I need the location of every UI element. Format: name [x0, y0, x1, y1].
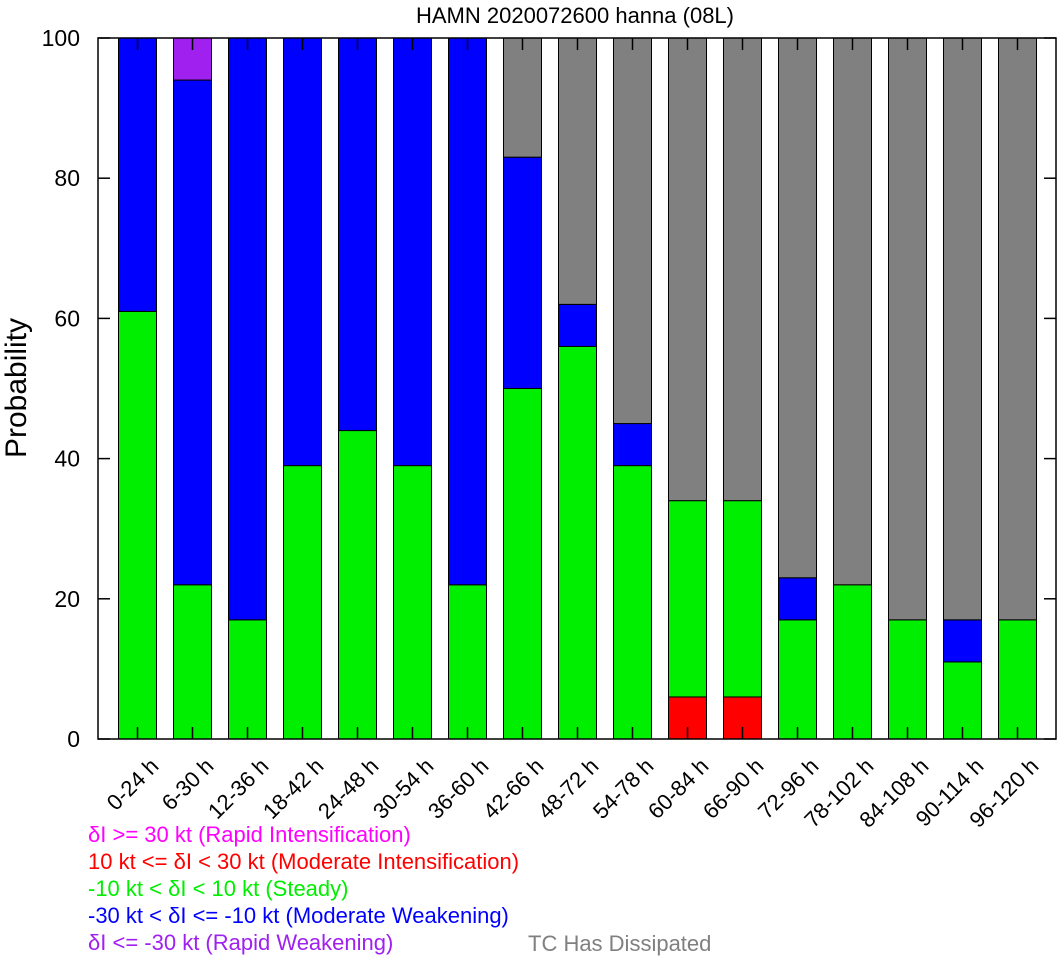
- bar-dissipated-8: [558, 37, 597, 305]
- x-tick-label-11: 66-90 h: [698, 753, 768, 823]
- bar-moderate_weakening-8: [558, 303, 597, 347]
- legend: δI >= 30 kt (Rapid Intensification) 10 k…: [88, 821, 519, 956]
- x-tick-label-8: 48-72 h: [533, 753, 603, 823]
- bars-layer: [118, 37, 1037, 740]
- bar-steady-5: [393, 465, 432, 740]
- bar-moderate_weakening-2: [228, 37, 267, 621]
- bar-steady-3: [283, 465, 322, 740]
- y-tick-label-2: 40: [54, 446, 80, 472]
- x-tick-label-7: 42-66 h: [478, 753, 548, 823]
- bar-dissipated-12: [778, 37, 817, 579]
- x-tick-label-2: 12-36 h: [203, 753, 273, 823]
- legend-item-moderate-intensification: 10 kt <= δI < 30 kt (Moderate Intensific…: [88, 849, 520, 874]
- y-tick-label-1: 20: [54, 586, 80, 612]
- bar-steady-15: [943, 661, 982, 740]
- bar-dissipated-14: [888, 37, 927, 621]
- bar-moderate_weakening-6: [448, 37, 487, 586]
- bar-moderate_weakening-0: [118, 37, 157, 312]
- bar-dissipated-16: [998, 37, 1037, 621]
- y-axis-label: Probability: [0, 318, 33, 458]
- legend-item-moderate-weakening: -30 kt < δI <= -10 kt (Moderate Weakenin…: [88, 903, 509, 928]
- legend-item-rapid-intensification: δI >= 30 kt (Rapid Intensification): [88, 822, 411, 847]
- bar-dissipated-11: [723, 37, 762, 502]
- bar-steady-6: [448, 584, 487, 740]
- x-tick-label-6: 36-60 h: [423, 753, 493, 823]
- x-tick-label-9: 54-78 h: [588, 753, 658, 823]
- bar-steady-9: [613, 465, 652, 740]
- bar-dissipated-13: [833, 37, 872, 586]
- bar-moderate_weakening-1: [173, 79, 212, 586]
- bar-moderate_weakening-15: [943, 619, 982, 663]
- x-tick-label-5: 30-54 h: [368, 753, 438, 823]
- legend-item-rapid-weakening: δI <= -30 kt (Rapid Weakening): [88, 930, 394, 955]
- bar-moderate_weakening-4: [338, 37, 377, 432]
- chart-title: HAMN 2020072600 hanna (08L): [416, 3, 734, 28]
- bar-steady-7: [503, 388, 542, 740]
- y-tick-label-4: 80: [54, 165, 80, 191]
- bar-moderate_weakening-5: [393, 37, 432, 467]
- legend-item-dissipated: TC Has Dissipated: [528, 931, 712, 956]
- bar-steady-2: [228, 619, 267, 740]
- bar-dissipated-10: [668, 37, 707, 502]
- plot-frame: [97, 37, 1057, 740]
- bar-steady-0: [118, 310, 157, 740]
- bar-steady-13: [833, 584, 872, 740]
- bar-moderate_weakening-3: [283, 37, 322, 467]
- y-tick-label-5: 100: [42, 25, 80, 51]
- x-tick-label-4: 24-48 h: [313, 753, 383, 823]
- bar-dissipated-9: [613, 37, 652, 425]
- bar-steady-4: [338, 430, 377, 740]
- bar-steady-12: [778, 619, 817, 740]
- bar-steady-14: [888, 619, 927, 740]
- y-tick-label-0: 0: [67, 726, 80, 752]
- x-tick-label-3: 18-42 h: [258, 753, 328, 823]
- legend-item-steady: -10 kt < δI < 10 kt (Steady): [88, 876, 349, 901]
- x-tick-label-10: 60-84 h: [643, 753, 713, 823]
- bar-moderate_weakening-9: [613, 423, 652, 467]
- bar-moderate_weakening-7: [503, 156, 542, 389]
- x-tick-label-0: 0-24 h: [102, 753, 164, 815]
- bar-steady-16: [998, 619, 1037, 740]
- bar-steady-1: [173, 584, 212, 740]
- y-tick-label-3: 60: [54, 305, 80, 331]
- bar-steady-8: [558, 345, 597, 740]
- bar-steady-11: [723, 500, 762, 698]
- bar-dissipated-7: [503, 37, 542, 158]
- bar-steady-10: [668, 500, 707, 698]
- bar-dissipated-15: [943, 37, 982, 621]
- bar-moderate_weakening-12: [778, 577, 817, 621]
